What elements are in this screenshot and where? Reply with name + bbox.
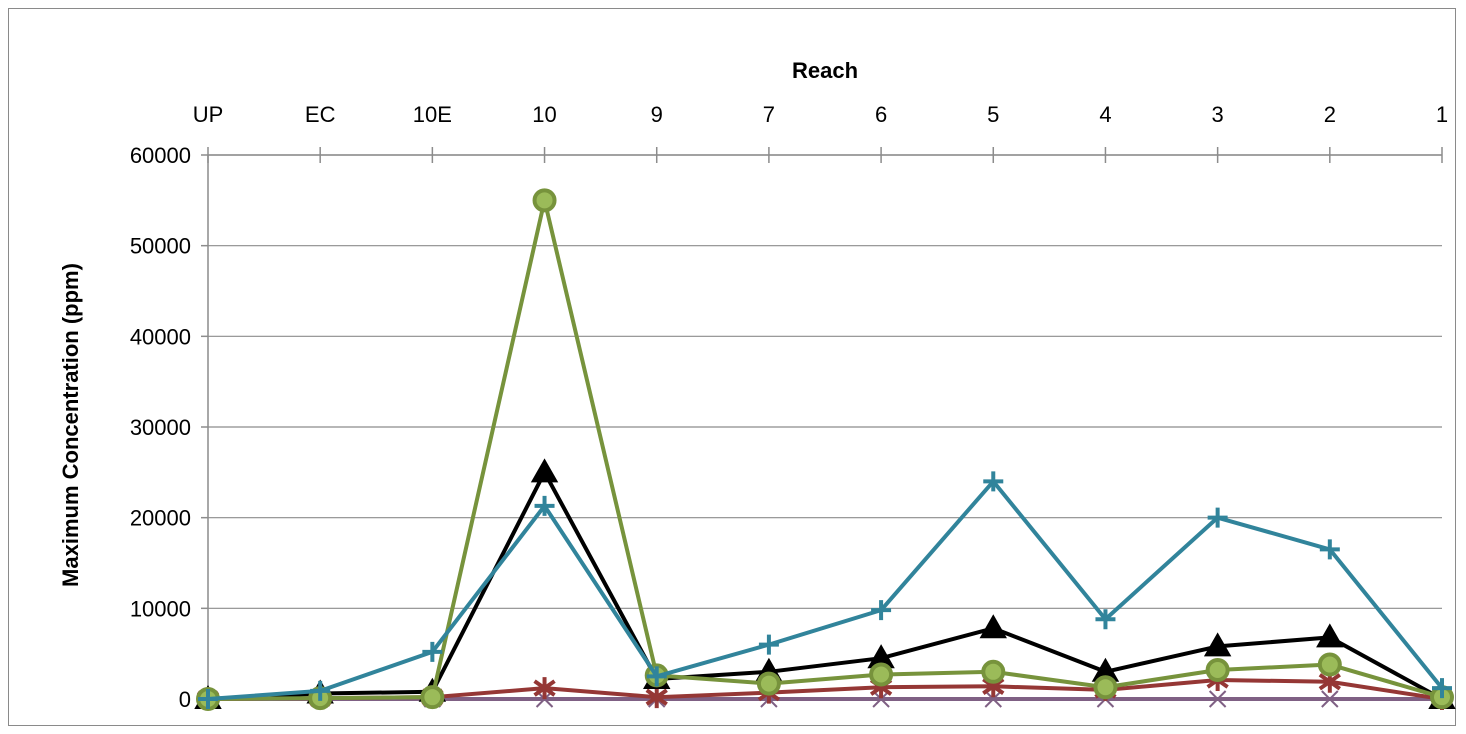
series-triangle <box>196 460 1454 708</box>
data-point <box>422 687 442 707</box>
x-tick-label: 6 <box>875 102 887 127</box>
y-tick-label: 40000 <box>130 324 191 349</box>
x-axis-title: Reach <box>792 58 858 83</box>
data-point <box>1320 655 1340 675</box>
y-tick-label: 30000 <box>130 415 191 440</box>
data-point <box>1208 660 1228 680</box>
x-tick-label: UP <box>193 102 224 127</box>
plus-marker <box>759 635 779 655</box>
data-point <box>983 662 1003 682</box>
x-tick-label: 4 <box>1099 102 1111 127</box>
circle-marker <box>871 665 891 685</box>
triangle-marker <box>533 460 557 481</box>
data-point <box>1318 625 1342 646</box>
y-tick-label: 10000 <box>130 596 191 621</box>
series-plus <box>198 471 1452 709</box>
axes <box>201 147 1442 699</box>
circle-marker <box>1095 677 1115 697</box>
y-tick-label: 60000 <box>130 143 191 168</box>
y-tick-label: 20000 <box>130 506 191 531</box>
x-tick-label: 7 <box>763 102 775 127</box>
series-group <box>196 190 1454 710</box>
series-star <box>198 669 1452 710</box>
series-circle <box>198 190 1452 709</box>
circle-marker <box>535 190 555 210</box>
x-tick-label: 10 <box>532 102 556 127</box>
data-point <box>1095 677 1115 697</box>
triangle-marker <box>981 616 1005 637</box>
data-point <box>759 635 779 655</box>
x-tick-label: 1 <box>1436 102 1448 127</box>
data-point <box>981 616 1005 637</box>
series-line <box>208 200 1442 699</box>
circle-marker <box>759 674 779 694</box>
circle-marker <box>983 662 1003 682</box>
y-axis-title: Maximum Concentration (ppm) <box>58 263 83 587</box>
triangle-marker <box>1318 625 1342 646</box>
circle-marker <box>422 687 442 707</box>
x-tick-label: 2 <box>1324 102 1336 127</box>
y-tick-label: 50000 <box>130 234 191 259</box>
circle-marker <box>1208 660 1228 680</box>
data-point <box>871 665 891 685</box>
x-tick-label: 5 <box>987 102 999 127</box>
x-tick-label: 3 <box>1212 102 1224 127</box>
y-tick-label: 0 <box>179 687 191 712</box>
data-point <box>533 460 557 481</box>
data-point <box>535 190 555 210</box>
gridlines <box>208 155 1442 608</box>
data-point <box>759 674 779 694</box>
x-tick-label: 9 <box>651 102 663 127</box>
circle-marker <box>1320 655 1340 675</box>
x-tick-label: EC <box>305 102 336 127</box>
x-tick-label: 10E <box>413 102 452 127</box>
